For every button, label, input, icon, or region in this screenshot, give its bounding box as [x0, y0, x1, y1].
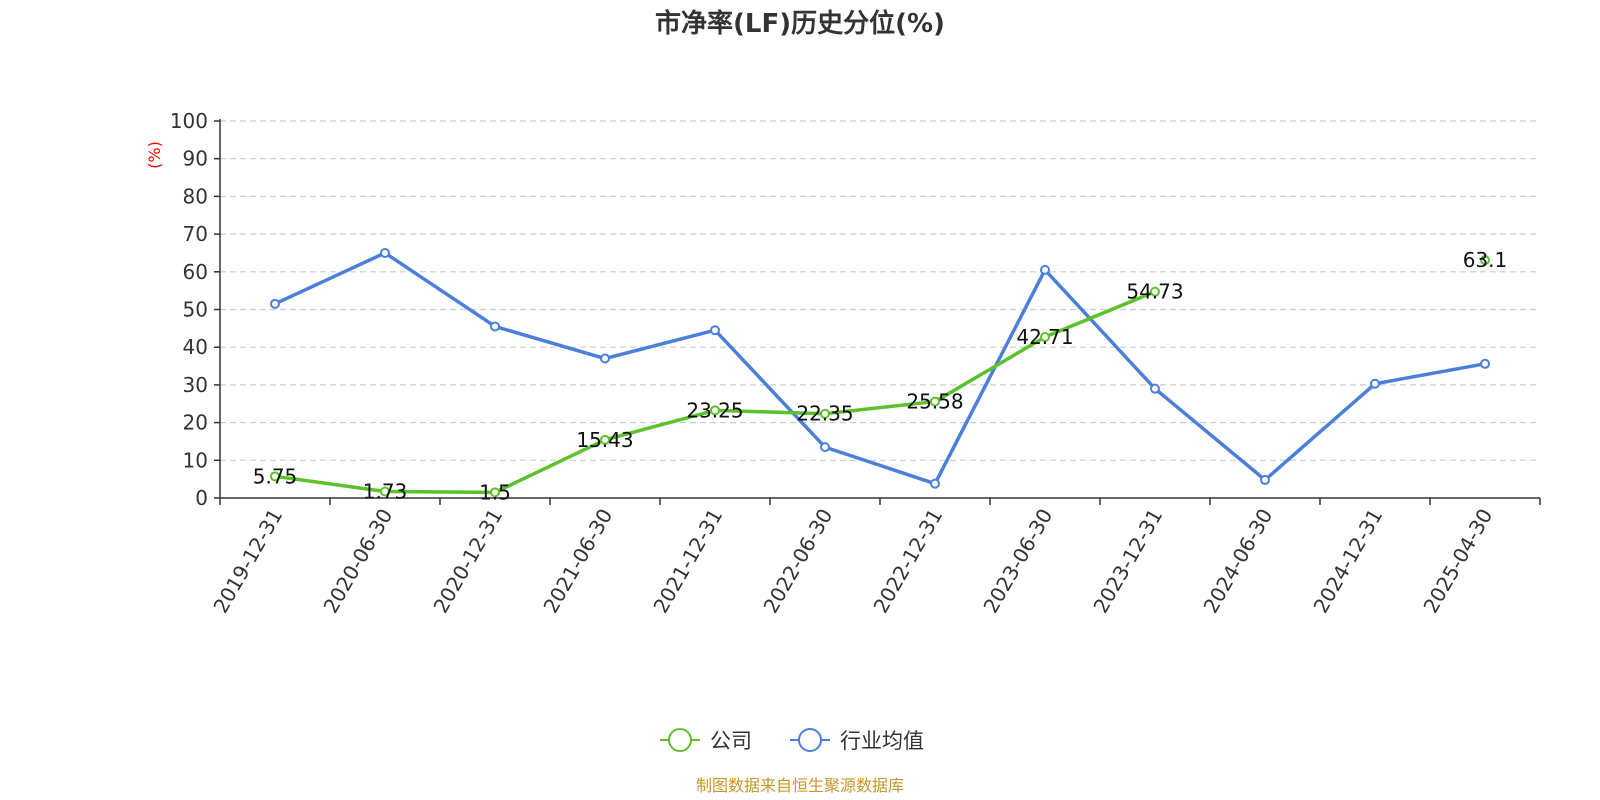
data-point-1: [600, 353, 610, 364]
data-label: 5.75: [253, 464, 298, 488]
data-label: 42.71: [1016, 325, 1073, 349]
data-point-1: [1150, 383, 1160, 394]
legend[interactable]: 公司 行业均值: [660, 728, 924, 753]
grid-lines: [220, 120, 1540, 461]
axes: 0 10 20 30 40 50 60 70 80 90 100 2019-12-31 2020-06-…: [170, 109, 1541, 618]
data-point-0: [1480, 255, 1490, 266]
y-axis-unit-label: (%): [145, 141, 164, 169]
data-point-1: [710, 325, 720, 336]
data-point-0: [930, 396, 940, 407]
x-tick-label: 2023-12-31: [1088, 505, 1167, 618]
data-label: 1.73: [363, 479, 408, 503]
data-labels: 5.75 1.73 1.5 15.43 23.25 22.35 25.58 42.71 54.7…: [253, 248, 1508, 504]
data-point-1: [1480, 358, 1490, 369]
series-line-1: [274, 251, 1486, 486]
data-point-0: [1040, 331, 1050, 342]
x-tick-label: 2024-12-31: [1308, 505, 1387, 618]
series-layer: [270, 247, 1490, 498]
y-tick-label: 30: [183, 373, 208, 397]
data-point-0: [490, 487, 500, 498]
y-tick-label: 100: [170, 109, 208, 133]
legend-label: 公司: [710, 729, 752, 753]
legend-marker-icon: [668, 728, 692, 752]
data-label: 1.5: [479, 480, 511, 504]
x-tick-label: 2025-04-30: [1418, 505, 1497, 618]
data-point-1: [1260, 474, 1270, 485]
data-point-1: [820, 442, 830, 453]
y-tick-label: 60: [183, 260, 208, 284]
chart-title: 市净率(LF)历史分位(%): [655, 8, 945, 39]
data-point-1: [490, 321, 500, 332]
data-point-1: [380, 247, 390, 258]
data-point-0: [270, 471, 280, 482]
data-label: 15.43: [576, 428, 633, 452]
data-point-1: [1040, 264, 1050, 275]
legend-item-1[interactable]: 行业均值: [790, 728, 924, 753]
legend-label: 行业均值: [840, 729, 924, 753]
y-tick-label: 40: [183, 335, 208, 359]
data-point-0: [1150, 286, 1160, 297]
source-note: 制图数据来自恒生聚源数据库: [696, 776, 904, 795]
data-point-1: [1370, 378, 1380, 389]
x-tick-label: 2021-12-31: [648, 505, 727, 618]
data-point-0: [710, 405, 720, 416]
y-tick-label: 50: [183, 298, 208, 322]
y-tick-label: 10: [183, 448, 208, 472]
x-tick-label: 2022-06-30: [758, 505, 837, 618]
data-label: 63.1: [1463, 248, 1508, 272]
data-point-0: [600, 434, 610, 445]
data-point-1: [930, 478, 940, 489]
legend-item-0[interactable]: 公司: [660, 728, 752, 753]
data-point-1: [270, 298, 280, 309]
x-tick-label: 2024-06-30: [1198, 505, 1277, 618]
data-label: 54.73: [1126, 280, 1183, 304]
y-tick-label: 70: [183, 222, 208, 246]
x-tick-label: 2021-06-30: [538, 505, 617, 618]
x-tick-label: 2020-12-31: [428, 505, 507, 618]
y-tick-label: 20: [183, 411, 208, 435]
series-line-0: [275, 260, 1485, 492]
data-label: 22.35: [796, 402, 853, 426]
data-point-0: [820, 408, 830, 419]
x-tick-label: 2020-06-30: [318, 505, 397, 618]
legend-marker-icon: [798, 728, 822, 752]
y-tick-label: 90: [183, 147, 208, 171]
x-tick-label: 2019-12-31: [208, 505, 287, 618]
x-tick-label: 2022-12-31: [868, 505, 947, 618]
data-point-0: [380, 486, 390, 497]
y-tick-label: 0: [195, 486, 208, 510]
y-tick-label: 80: [183, 184, 208, 208]
data-label: 23.25: [686, 398, 743, 422]
x-tick-label: 2023-06-30: [978, 505, 1057, 618]
data-label: 25.58: [906, 390, 963, 414]
